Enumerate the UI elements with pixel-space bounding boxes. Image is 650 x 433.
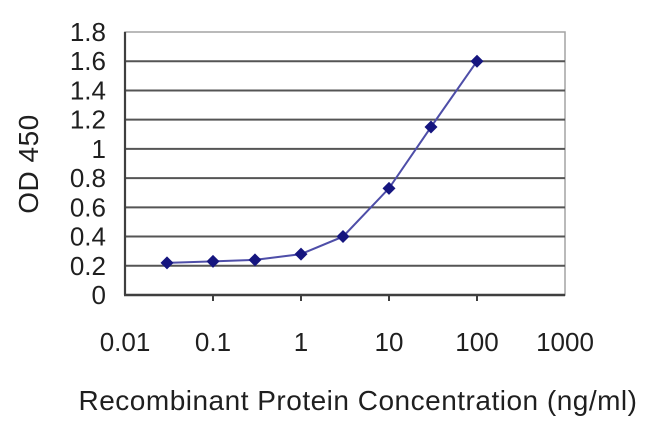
x-tick-label: 1000: [536, 327, 594, 357]
x-tick-label: 100: [455, 327, 498, 357]
data-point-marker: [336, 230, 350, 244]
gridlines: [125, 60, 565, 267]
data-point-marker: [248, 253, 262, 267]
y-tick-label: 0.8: [70, 163, 106, 193]
y-tick-label: 1.2: [70, 105, 106, 135]
axes: [123, 32, 565, 301]
data-point-marker: [424, 120, 438, 134]
x-tick-label: 1: [294, 327, 308, 357]
x-tick-label: 0.01: [100, 327, 151, 357]
x-axis-title: Recombinant Protein Concentration (ng/ml…: [79, 385, 638, 416]
y-tick-label: 0: [92, 280, 106, 310]
y-axis-title: OD 450: [13, 114, 44, 214]
y-tick-label: 1: [92, 134, 106, 164]
y-tick-label: 0.6: [70, 192, 106, 222]
y-tick-label: 0.2: [70, 251, 106, 281]
data-point-markers: [160, 54, 484, 270]
y-tick-label: 1.6: [70, 46, 106, 76]
data-point-marker: [206, 254, 220, 268]
series-line: [166, 60, 478, 264]
data-point-marker: [160, 256, 174, 270]
y-tick-label: 0.4: [70, 222, 106, 252]
y-axis-tick-labels: 00.20.40.60.811.21.41.61.8: [70, 17, 106, 310]
y-tick-label: 1.8: [70, 17, 106, 47]
data-point-marker: [382, 181, 396, 195]
x-tick-label: 10: [375, 327, 404, 357]
data-point-marker: [294, 247, 308, 261]
y-tick-label: 1.4: [70, 75, 106, 105]
plot-area: [124, 31, 566, 296]
x-tick-label: 0.1: [195, 327, 231, 357]
curve-line: [166, 60, 478, 264]
plot-background: [124, 31, 566, 296]
data-point-marker: [470, 54, 484, 68]
x-axis-tick-labels: 0.01 0.1 1 10 100 1000: [100, 327, 594, 357]
